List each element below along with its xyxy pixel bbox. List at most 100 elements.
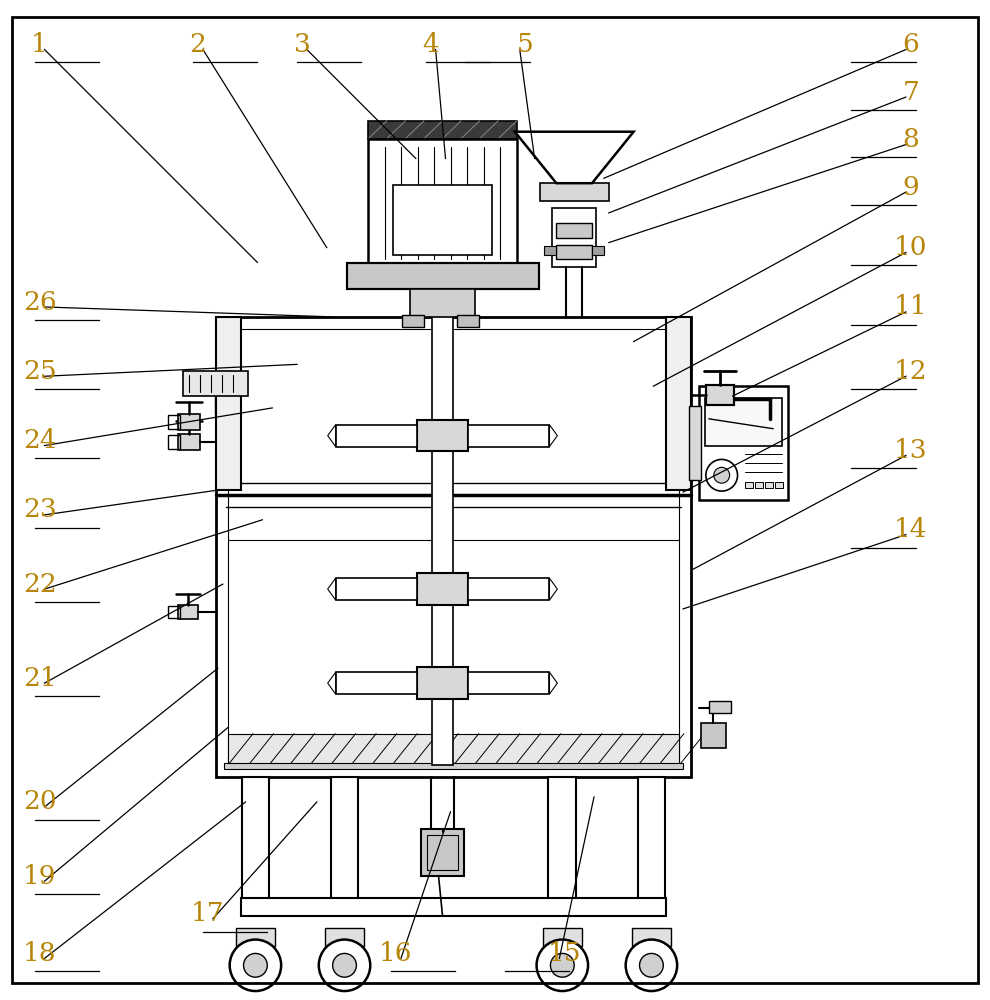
Text: 10: 10 [894,235,928,260]
Bar [543,928,582,946]
Bar [544,246,556,255]
Bar [168,606,180,618]
Bar [775,482,783,488]
Bar [592,246,604,255]
Text: 3: 3 [293,32,311,57]
Bar [168,435,180,449]
Text: 1: 1 [32,32,48,57]
Circle shape [319,940,370,991]
Bar [178,605,198,619]
Bar [346,263,539,289]
Circle shape [626,940,677,991]
Bar [325,928,364,946]
Polygon shape [468,425,549,447]
Text: 5: 5 [517,32,533,57]
Polygon shape [328,672,336,694]
Bar [666,317,691,490]
Bar [368,139,517,267]
Bar [168,415,180,429]
Polygon shape [549,672,557,694]
Bar [755,482,763,488]
Bar [241,898,666,916]
Bar [706,385,734,405]
Bar [228,734,679,765]
Bar [689,406,701,480]
Circle shape [640,953,663,977]
Text: 22: 22 [23,572,56,597]
Text: 23: 23 [23,497,56,522]
Bar [745,482,753,488]
Bar [432,163,453,765]
Bar [216,317,691,777]
Text: 7: 7 [902,80,920,105]
Text: 19: 19 [23,864,56,889]
Bar [706,385,734,405]
Bar [417,573,468,605]
Text: 9: 9 [903,175,919,200]
Bar [765,482,773,488]
Text: 20: 20 [23,789,56,814]
Circle shape [230,940,281,991]
Text: 6: 6 [903,32,919,57]
Text: 21: 21 [23,666,56,691]
Text: 24: 24 [23,428,56,453]
Bar [705,398,782,446]
Polygon shape [328,425,336,447]
Circle shape [244,953,267,977]
Text: 8: 8 [903,127,919,152]
Polygon shape [549,425,557,447]
Circle shape [550,953,574,977]
Bar [402,315,424,327]
Bar [183,371,248,396]
Polygon shape [468,672,549,694]
Bar [242,777,269,911]
Bar [346,263,539,289]
Bar [178,414,200,430]
Text: 12: 12 [894,359,928,384]
Circle shape [537,940,588,991]
Polygon shape [336,578,417,600]
Bar [417,667,468,699]
Text: 26: 26 [23,290,56,314]
Text: 17: 17 [191,901,225,926]
Bar [556,223,592,238]
Bar [216,317,241,490]
Polygon shape [468,578,549,600]
Text: 4: 4 [423,32,439,57]
Bar [228,329,679,765]
Bar [699,386,788,500]
Bar [632,928,671,946]
Text: 16: 16 [379,941,413,966]
Bar [410,289,475,317]
Text: 2: 2 [189,32,207,57]
Text: 11: 11 [894,294,928,319]
Polygon shape [515,132,634,183]
Bar [178,434,200,450]
Circle shape [714,467,730,483]
Polygon shape [336,425,417,447]
Bar [224,763,683,769]
Bar [368,121,517,139]
Bar [393,185,492,255]
Bar [421,829,464,876]
Bar [638,777,665,911]
Text: 18: 18 [23,941,56,966]
Text: 15: 15 [547,941,581,966]
Bar [427,835,458,870]
Bar [556,245,592,259]
Text: 14: 14 [894,517,928,542]
Polygon shape [328,578,336,600]
Circle shape [333,953,356,977]
Text: 13: 13 [894,438,928,463]
Bar [540,183,609,201]
Polygon shape [336,672,417,694]
Polygon shape [549,578,557,600]
Bar [236,928,275,946]
Bar [552,208,596,267]
Bar [548,777,576,911]
Bar [456,315,479,327]
Bar [417,420,468,451]
Bar [701,723,726,748]
Bar [331,777,358,911]
Circle shape [706,459,738,491]
